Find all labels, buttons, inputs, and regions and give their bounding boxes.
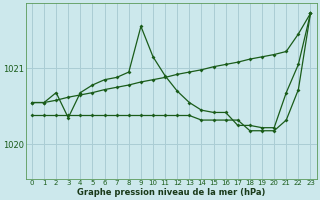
X-axis label: Graphe pression niveau de la mer (hPa): Graphe pression niveau de la mer (hPa) bbox=[77, 188, 265, 197]
